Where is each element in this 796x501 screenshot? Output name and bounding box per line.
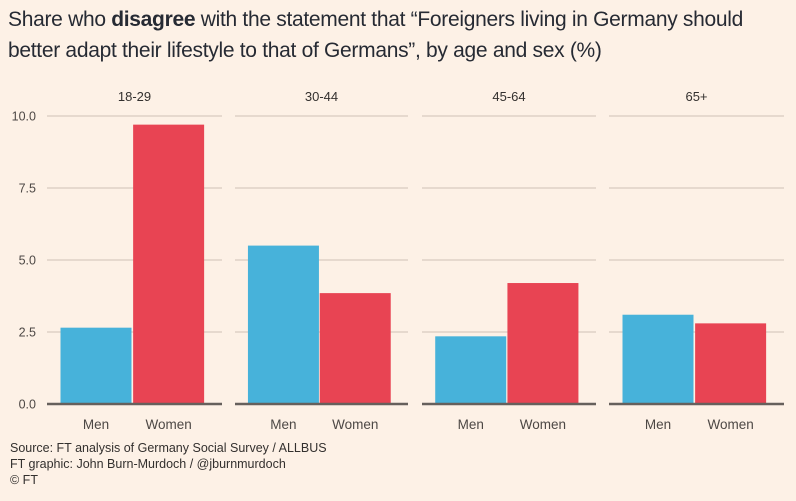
panel-title: 30-44 [305,89,338,104]
category-label: Women [707,417,753,432]
women-bar [507,283,579,404]
category-label: Women [332,417,378,432]
panel-title: 65+ [685,89,707,104]
title-prefix: Share who [8,8,112,31]
copyright: © FT [10,473,38,487]
women-bar [133,124,205,404]
source-note: Source: FT analysis of Germany Social Su… [10,441,327,455]
y-tick-label: 0.0 [19,398,36,412]
chart-footer: Source: FT analysis of Germany Social Su… [10,440,327,488]
men-bar [622,314,694,404]
y-tick-label: 7.5 [19,182,36,196]
y-tick-label: 10.0 [12,110,36,124]
category-label: Men [270,417,296,432]
men-bar [60,327,132,404]
category-label: Men [83,417,109,432]
panel-title: 45-64 [492,89,525,104]
panel-title: 18-29 [118,89,151,104]
title-suffix: with the statement that “Foreigners livi… [8,8,744,62]
category-label: Men [458,417,484,432]
y-tick-label: 2.5 [19,326,36,340]
y-tick-label: 5.0 [19,254,36,268]
category-label: Women [520,417,566,432]
category-label: Women [145,417,191,432]
chart-title: Share who disagree with the statement th… [8,4,788,66]
graphic-credit: FT graphic: John Burn-Murdoch / @jburnmu… [10,457,286,471]
women-bar [695,323,767,404]
women-bar [319,293,391,404]
title-bold: disagree [111,8,196,31]
men-bar [247,245,319,404]
men-bar [435,336,507,404]
category-label: Men [645,417,671,432]
